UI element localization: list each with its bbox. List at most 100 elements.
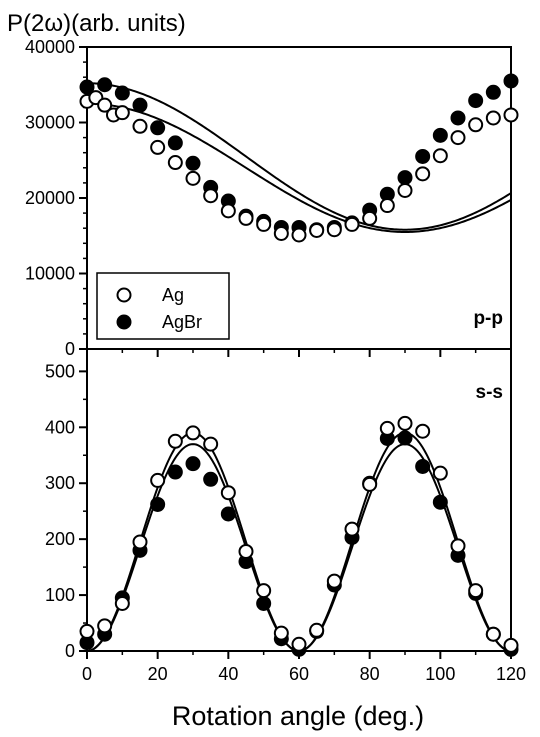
panel-p-p: 0 10000 20000 30000 40000 p-p Ag AgBr	[25, 37, 519, 359]
data-point-ag	[468, 583, 484, 599]
x-tick-label: 20	[148, 664, 168, 684]
legend: Ag AgBr	[96, 272, 230, 340]
fit-curve-ag	[86, 431, 512, 653]
data-point-agbr	[185, 155, 201, 171]
data-point-ag	[397, 415, 413, 431]
data-point-ag	[79, 623, 95, 639]
data-point-ag	[238, 210, 254, 226]
data-point-ag	[432, 465, 448, 481]
data-point-agbr	[220, 506, 236, 522]
data-point-ag	[344, 216, 360, 232]
data-point-ag	[150, 472, 166, 488]
y-tick-label: 400	[45, 417, 75, 437]
data-point-ag	[97, 618, 113, 634]
data-point-ag	[415, 166, 431, 182]
x-tick-label: 0	[82, 664, 92, 684]
data-point-ag	[291, 227, 307, 243]
data-point-ag	[450, 538, 466, 554]
fit-curve-ag	[87, 102, 512, 233]
data-point-agbr	[468, 93, 484, 109]
data-point-agbr	[485, 84, 501, 100]
data-point-agbr	[150, 120, 166, 136]
data-point-agbr	[415, 458, 431, 474]
data-point-agbr	[114, 85, 130, 101]
legend-marker	[116, 287, 132, 303]
data-point-agbr	[397, 430, 413, 446]
data-point-ag	[485, 626, 501, 642]
data-point-agbr	[450, 110, 466, 126]
data-point-ag	[326, 573, 342, 589]
data-point-ag	[397, 182, 413, 198]
data-point-ag	[256, 216, 272, 232]
data-point-ag	[362, 476, 378, 492]
legend-marker	[116, 314, 132, 330]
data-point-agbr	[79, 79, 95, 95]
y-tick-label: 500	[45, 361, 75, 381]
data-point-agbr	[150, 496, 166, 512]
data-point-ag	[185, 170, 201, 186]
x-axis-label: Rotation angle (deg.)	[172, 701, 424, 731]
data-point-ag	[132, 534, 148, 550]
y-tick-label: 0	[65, 339, 75, 359]
y-tick-label: 0	[65, 641, 75, 661]
data-point-ag	[503, 107, 519, 123]
data-point-agbr	[97, 77, 113, 93]
y-tick-label: 20000	[25, 188, 75, 208]
data-point-agbr	[503, 73, 519, 89]
x-tick-label: 80	[360, 664, 380, 684]
data-point-ag	[185, 425, 201, 441]
data-point-ag	[503, 637, 519, 653]
legend-box	[96, 272, 230, 340]
data-point-ag	[415, 423, 431, 439]
data-point-ag	[220, 485, 236, 501]
y-tick-label: 10000	[25, 264, 75, 284]
fit-curve-agbr	[86, 82, 512, 231]
data-point-agbr	[185, 456, 201, 472]
data-point-ag	[114, 595, 130, 611]
x-tick-label: 120	[496, 664, 526, 684]
x-tick-label: 40	[218, 664, 238, 684]
data-point-ag	[203, 188, 219, 204]
y-tick-label: 300	[45, 473, 75, 493]
data-point-agbr	[415, 148, 431, 164]
data-point-ag	[114, 105, 130, 121]
data-point-ag	[97, 97, 113, 113]
data-point-ag	[432, 148, 448, 164]
data-point-ag	[167, 155, 183, 171]
y-tick-label: 40000	[25, 37, 75, 57]
data-point-ag	[485, 110, 501, 126]
data-point-agbr	[167, 135, 183, 151]
panel-label: s-s	[476, 382, 503, 403]
data-point-ag	[379, 420, 395, 436]
legend-label: Ag	[162, 285, 184, 305]
data-point-ag	[220, 203, 236, 219]
data-point-ag	[309, 622, 325, 638]
data-point-agbr	[256, 595, 272, 611]
data-point-ag	[344, 521, 360, 537]
y-tick-label: 30000	[25, 113, 75, 133]
data-point-ag	[273, 625, 289, 641]
legend-label: AgBr	[162, 312, 202, 332]
data-point-ag	[468, 117, 484, 133]
data-point-ag	[203, 436, 219, 452]
data-point-agbr	[203, 471, 219, 487]
data-point-ag	[309, 222, 325, 238]
data-point-ag	[362, 210, 378, 226]
panel-s-s: 0 100 200 300 400 500 0 20 40 60 80 100 120 s-s	[45, 348, 526, 684]
y-tick-label: 100	[45, 585, 75, 605]
data-point-ag	[167, 433, 183, 449]
y-axis-label: P(2ω)(arb. units)	[7, 10, 186, 37]
data-point-ag	[150, 139, 166, 155]
data-point-agbr	[432, 494, 448, 510]
panel-label: p-p	[473, 308, 503, 329]
data-point-ag	[238, 543, 254, 559]
y-tick-label: 200	[45, 529, 75, 549]
data-point-ag	[326, 222, 342, 238]
data-point-ag	[379, 198, 395, 214]
data-point-agbr	[167, 464, 183, 480]
data-point-ag	[291, 636, 307, 652]
data-point-agbr	[397, 170, 413, 186]
data-point-ag	[450, 130, 466, 146]
x-tick-label: 100	[425, 664, 455, 684]
